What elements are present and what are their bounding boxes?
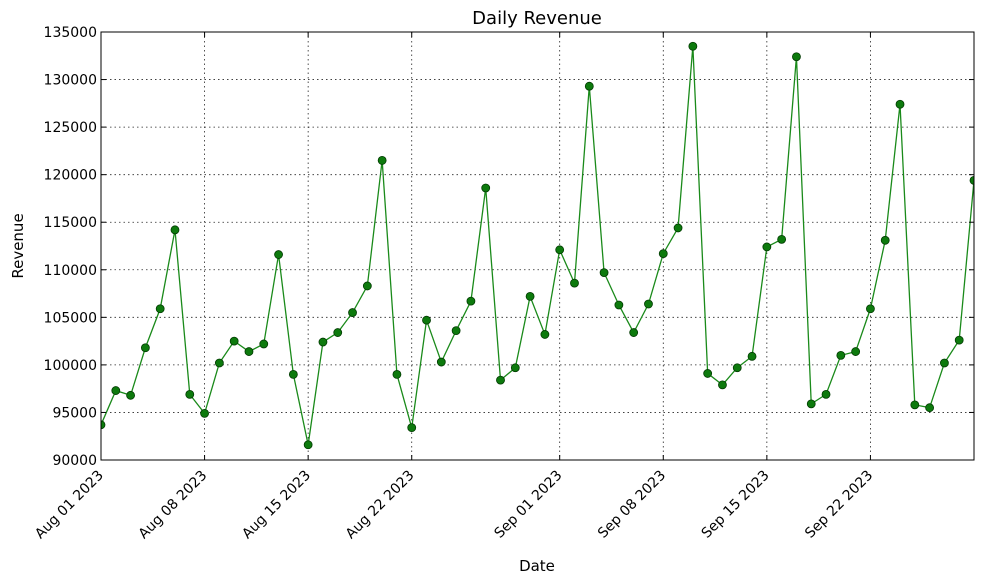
plot-area [101, 41, 974, 450]
x-axis-label: Date [519, 557, 555, 575]
data-point [185, 389, 195, 399]
data-point [126, 390, 135, 400]
series-line [101, 46, 974, 445]
data-point [866, 304, 875, 314]
data-point [747, 351, 757, 361]
data-point [880, 235, 890, 245]
data-point [481, 183, 491, 193]
y-tick-label: 100000 [44, 358, 97, 374]
data-point [718, 380, 727, 390]
data-point [422, 315, 431, 325]
data-point [510, 363, 520, 373]
data-point [584, 81, 594, 91]
y-tick-label: 120000 [44, 168, 97, 184]
x-tick-label: Aug 08 2023 [136, 468, 211, 543]
x-tick-label: Sep 15 2023 [699, 468, 773, 542]
data-point [895, 99, 905, 109]
data-point [836, 350, 846, 360]
data-point [732, 363, 742, 373]
data-point [821, 389, 831, 399]
data-point [614, 300, 624, 310]
data-point [629, 328, 639, 337]
data-point [644, 299, 653, 309]
data-point [392, 369, 402, 379]
x-tick-label: Sep 01 2023 [491, 468, 565, 542]
y-axis: 90000 95000 100000 105000 110000 115000 120000… [44, 25, 974, 469]
data-point [925, 403, 935, 413]
y-tick-label: 110000 [44, 263, 97, 279]
data-point [348, 308, 357, 317]
y-tick-label: 105000 [44, 310, 97, 326]
data-point [954, 335, 964, 345]
data-point [673, 223, 683, 233]
plot-frame [100, 31, 975, 461]
data-point [777, 234, 787, 244]
data-point [333, 328, 343, 337]
data-point [525, 292, 535, 301]
data-point [259, 339, 269, 349]
data-point [407, 423, 417, 433]
data-point [910, 400, 920, 410]
x-tick-label: Sep 22 2023 [802, 468, 876, 542]
data-point [436, 357, 446, 367]
y-tick-label: 95000 [52, 405, 97, 421]
data-point [570, 278, 579, 288]
data-point [155, 304, 165, 314]
data-point [318, 337, 328, 347]
x-tick-label: Aug 22 2023 [343, 468, 418, 543]
data-point [303, 440, 313, 450]
data-point [496, 375, 505, 385]
data-point [200, 408, 209, 418]
y-tick-label: 115000 [44, 215, 97, 231]
x-axis: Aug 01 2023 Aug 08 2023 Aug 15 2023 Aug 22 … [32, 32, 876, 542]
y-tick-label: 90000 [52, 453, 97, 469]
data-point [703, 369, 713, 378]
y-axis-label: Revenue [9, 213, 27, 278]
data-point [969, 175, 974, 185]
data-point [555, 245, 565, 255]
x-tick-label: Aug 15 2023 [239, 468, 314, 543]
data-point [140, 343, 150, 353]
data-point [170, 225, 180, 235]
data-point [288, 369, 298, 379]
data-point [940, 358, 949, 368]
data-point [101, 420, 106, 430]
data-point [229, 336, 239, 346]
data-point [274, 250, 283, 259]
data-point [540, 330, 550, 339]
x-tick-label: Sep 08 2023 [595, 468, 669, 542]
y-tick-label: 135000 [44, 25, 97, 41]
y-tick-label: 130000 [44, 73, 97, 89]
series-revenue [101, 41, 974, 450]
data-point [762, 242, 772, 252]
data-point [599, 268, 609, 278]
data-point [792, 52, 801, 62]
data-point [466, 296, 476, 306]
grid-lines [101, 32, 974, 460]
data-point [244, 347, 254, 356]
data-point [377, 155, 387, 165]
data-point [362, 281, 372, 291]
data-point [111, 386, 121, 395]
y-tick-label: 125000 [44, 120, 97, 136]
chart-title: Daily Revenue [472, 8, 602, 29]
data-point [214, 358, 224, 368]
x-tick-label: Aug 01 2023 [32, 468, 107, 543]
data-point [658, 249, 668, 259]
data-point [451, 326, 461, 336]
data-point [806, 399, 816, 409]
data-point [688, 41, 698, 51]
data-point [851, 347, 861, 356]
